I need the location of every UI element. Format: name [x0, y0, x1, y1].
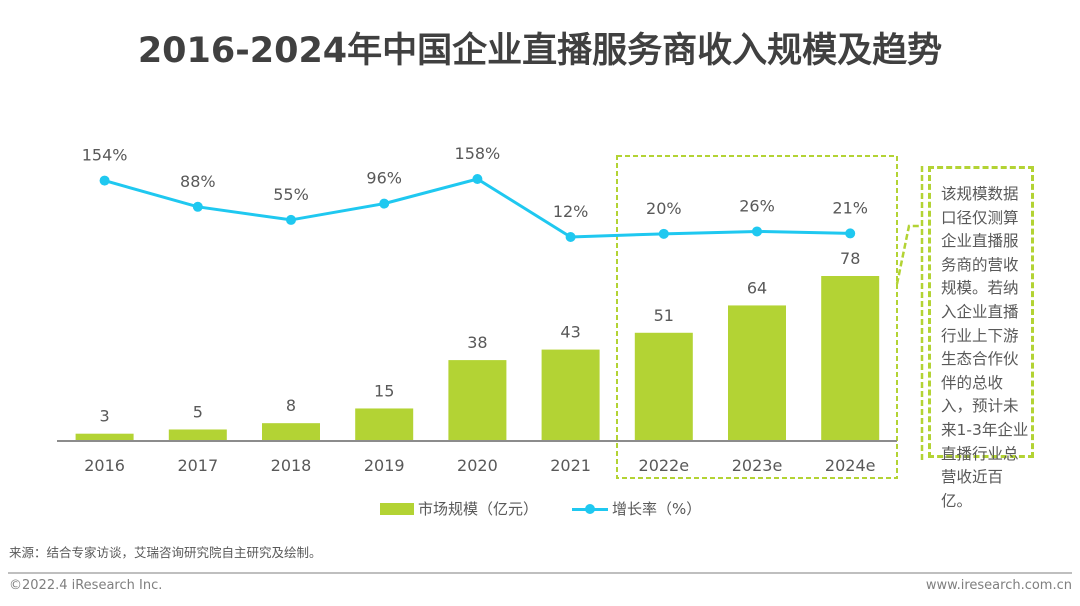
bar-value-label: 38 [467, 333, 487, 352]
bar-value-label: 3 [100, 407, 110, 426]
growth-point-2022e [658, 228, 669, 239]
growth-value-label: 96% [366, 169, 402, 188]
growth-point-2017 [192, 201, 203, 212]
legend-item-growth-rate: 增长率（%） [572, 498, 701, 519]
growth-value-label: 20% [646, 199, 682, 218]
growth-value-label: 21% [832, 198, 868, 217]
growth-value-label: 12% [553, 202, 589, 221]
growth-value-label: 55% [273, 185, 309, 204]
growth-point-2016 [99, 175, 110, 186]
legend: 市场规模（亿元） 增长率（%） [380, 498, 735, 519]
x-tick-label: 2020 [457, 456, 498, 475]
line-marker-icon [572, 502, 609, 516]
growth-point-2019 [379, 198, 390, 209]
bar-2022e [634, 332, 693, 440]
bar-value-label: 5 [193, 402, 203, 421]
bar-2023e [728, 305, 786, 440]
annotation-note: 该规模数据口径仅测算企业直播服务商的营收规模。若纳入企业直播行业上下游生态合作伙… [928, 166, 1034, 510]
copyright-text: ©2022.4 iResearch Inc. [9, 578, 163, 593]
x-tick-label: 2018 [271, 456, 312, 475]
legend-label-growth-rate: 增长率（%） [612, 500, 702, 518]
x-tick-label: 2022e [639, 456, 690, 475]
bar-value-label: 8 [286, 396, 296, 415]
legend-label-market-size: 市场规模（亿元） [418, 500, 539, 518]
bar-value-label: 43 [560, 323, 580, 342]
bar-value-label: 15 [374, 381, 394, 400]
growth-point-2024e [845, 228, 856, 239]
bar-value-label: 51 [654, 306, 674, 325]
bar-2016 [75, 433, 134, 440]
footer-divider [8, 572, 1072, 574]
growth-point-2021 [565, 232, 576, 242]
bar-2021 [541, 349, 600, 440]
x-tick-label: 2023e [732, 456, 783, 475]
growth-point-2023e [752, 226, 762, 237]
bar-swatch-icon [380, 502, 414, 515]
growth-value-label: 154% [82, 146, 128, 165]
x-tick-label: 2024e [825, 456, 876, 475]
website-link[interactable]: www.iresearch.com.cn [925, 578, 1072, 593]
bar-2020 [448, 360, 507, 440]
forecast-highlight-box [616, 155, 898, 479]
growth-value-label: 88% [180, 172, 216, 191]
growth-point-2018 [286, 214, 296, 225]
chart-title: 2016-2024年中国企业直播服务商收入规模及趋势 [137, 31, 943, 71]
bar-value-label: 78 [840, 249, 860, 268]
source-text: 来源：结合专家访谈，艾瑞咨询研究院自主研究及绘制。 [9, 545, 322, 560]
legend-item-market-size: 市场规模（亿元） [380, 498, 538, 519]
bar-2019 [355, 408, 414, 440]
note-connector [895, 224, 921, 285]
x-tick-label: 2019 [364, 456, 405, 475]
growth-value-label: 26% [739, 196, 775, 215]
growth-point-2020 [472, 174, 483, 184]
bar-2018 [262, 423, 320, 440]
bar-2017 [168, 429, 227, 440]
x-tick-label: 2017 [177, 456, 218, 475]
x-tick-label: 2016 [84, 456, 125, 475]
bar-2024e [821, 276, 880, 440]
growth-value-label: 158% [455, 144, 501, 163]
x-tick-label: 2021 [550, 456, 591, 475]
bar-value-label: 64 [747, 278, 767, 297]
